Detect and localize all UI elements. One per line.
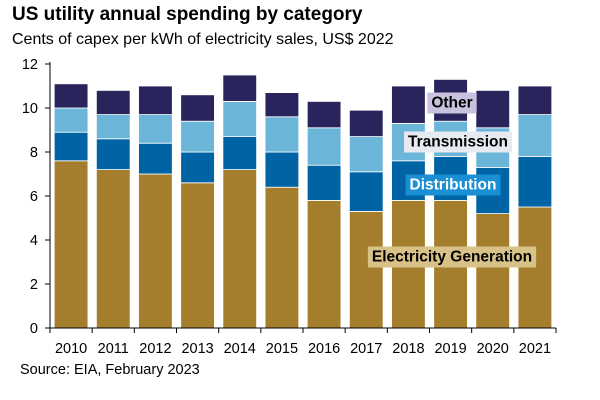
bar-segment-2013-s0	[180, 182, 215, 329]
bar-segment-2020-s0	[475, 213, 511, 329]
bar-segment-2021-s2	[517, 114, 553, 157]
bar-segment-2014-s1	[222, 136, 258, 171]
y-tick-label: 10	[22, 101, 38, 117]
series-label-text: Distribution	[410, 177, 497, 194]
chart-title: US utility annual spending by category	[12, 4, 363, 25]
series-label-text: Other	[431, 95, 472, 112]
x-tick-label: 2021	[519, 341, 551, 357]
bar-segment-2011-s1	[95, 138, 131, 171]
x-tick-label: 2011	[98, 341, 129, 357]
series-label-text: Electricity Generation	[372, 249, 532, 266]
bar-segment-2010-s2	[53, 107, 89, 133]
series-label-1: Distribution	[405, 174, 501, 196]
series-label-0: Electricity Generation	[367, 246, 537, 268]
series-label-background	[427, 92, 477, 114]
bar-segment-2012-s2	[138, 114, 173, 144]
bar-segment-2011-s2	[95, 114, 131, 140]
bar-segment-2021-s1	[517, 155, 553, 208]
x-tick-label: 2015	[266, 341, 298, 357]
bar-segment-2018-s3	[391, 85, 426, 124]
x-tick-label: 2016	[308, 341, 340, 357]
x-tick-label: 2010	[55, 341, 87, 357]
x-tick-label: 2020	[477, 341, 509, 357]
bar-segment-2010-s1	[53, 131, 89, 162]
y-tick-label: 2	[30, 277, 38, 293]
bar-segment-2021-s3	[517, 85, 553, 116]
bar-segment-2016-s2	[306, 127, 342, 166]
bar-segment-2010-s0	[53, 160, 89, 329]
bar-segment-2011-s3	[95, 90, 131, 116]
bar-segment-2016-s0	[306, 199, 342, 329]
bar-segment-2010-s3	[53, 83, 89, 109]
bar-segment-2013-s1	[180, 151, 215, 184]
x-tick-label: 2018	[392, 341, 424, 357]
bar-segment-2012-s0	[138, 173, 173, 329]
bar-segment-2013-s3	[180, 94, 215, 122]
bars	[53, 74, 553, 329]
series-label-background	[405, 174, 501, 196]
y-tick-label: 0	[30, 321, 38, 337]
bar-segment-2016-s3	[306, 101, 342, 129]
x-tick-label: 2014	[224, 341, 256, 357]
bar-segment-2015-s3	[264, 92, 300, 118]
y-tick-label: 8	[30, 145, 38, 161]
chart-source: Source: EIA, February 2023	[20, 362, 200, 378]
series-label-text: Transmission	[408, 134, 508, 151]
bar-segment-2012-s1	[138, 142, 173, 175]
x-tick-label: 2017	[350, 341, 382, 357]
bar-segment-2017-s0	[348, 210, 384, 329]
bar-segment-2014-s0	[222, 169, 258, 329]
bar-segment-2011-s0	[95, 169, 131, 329]
y-tick-label: 4	[30, 233, 38, 249]
bar-segment-2016-s1	[306, 164, 342, 201]
x-tick-label: 2012	[139, 341, 171, 357]
bar-segment-2012-s3	[138, 85, 173, 116]
series-label-2: Transmission	[404, 131, 512, 153]
bar-segment-2015-s0	[264, 186, 300, 329]
x-tick-label: 2013	[181, 341, 213, 357]
bar-segment-2013-s2	[180, 120, 215, 153]
bar-segment-2015-s1	[264, 151, 300, 188]
series-label-3: Other	[427, 92, 477, 114]
x-tick-label: 2019	[434, 341, 466, 357]
bar-segment-2017-s2	[348, 136, 384, 173]
bar-segment-2015-s2	[264, 116, 300, 153]
y-tick-label: 12	[22, 57, 38, 73]
y-tick-label: 6	[30, 189, 38, 205]
bar-segment-2014-s3	[222, 74, 258, 102]
series-label-background	[367, 246, 537, 268]
bar-segment-2014-s2	[222, 101, 258, 138]
bar-segment-2020-s3	[475, 90, 511, 129]
series-label-background	[404, 131, 512, 153]
bar-segment-2017-s3	[348, 109, 384, 137]
bar-segment-2017-s1	[348, 171, 384, 212]
chart-subtitle: Cents of capex per kWh of electricity sa…	[12, 31, 394, 48]
